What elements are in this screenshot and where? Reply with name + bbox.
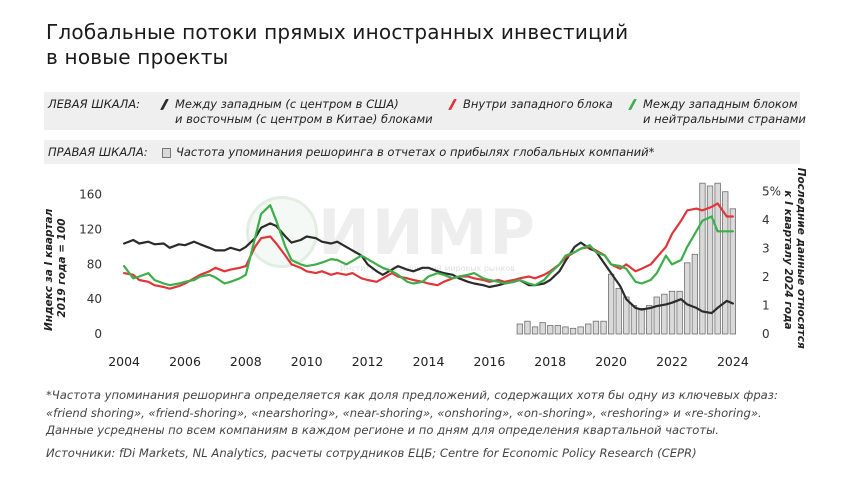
reshoring-bar-22 <box>684 262 691 335</box>
reshoring-bar-6 <box>562 326 569 335</box>
x-tick-2004: 2004 <box>108 354 140 369</box>
lines-layer <box>123 202 734 315</box>
y-axis-right-label: Последние данные относятся к I кварталу … <box>782 168 807 353</box>
reshoring-bar-23 <box>691 253 698 335</box>
y-left-tick-160: 160 <box>79 188 102 202</box>
legend-left-band <box>44 92 800 130</box>
y-right-tick-3: 3 <box>762 242 770 256</box>
y-right-tick-4: 4 <box>762 213 770 227</box>
reshoring-bar-9 <box>585 323 592 335</box>
reshoring-bar-12 <box>608 273 615 335</box>
east-west-line <box>123 222 734 315</box>
y-axis-left-label: Индекс за I квартал 2019 года = 100 <box>43 205 68 331</box>
right-axis-ticks: 0 1 2 3 4 5% <box>762 185 781 341</box>
x-tick-2008: 2008 <box>230 354 262 369</box>
reshoring-bar-11 <box>600 320 607 335</box>
legend-intra-west-label: Внутри западного блока <box>463 97 613 111</box>
reshoring-bar-4 <box>547 325 554 335</box>
footnote-line-1: *Частота упоминания решоринга определяет… <box>46 388 778 402</box>
legend-reshoring-marker <box>162 148 171 158</box>
y-right-tick-0: 0 <box>762 327 770 341</box>
reshoring-bar-7 <box>569 327 577 335</box>
y-right-tick-1: 1 <box>762 299 770 313</box>
west-neutral-line <box>123 204 734 287</box>
reshoring-bar-0 <box>516 323 523 335</box>
x-tick-2018: 2018 <box>534 354 566 369</box>
legend-reshoring-label: Частота упоминания решоринга в отчетах о… <box>176 145 655 159</box>
reshoring-bar-15 <box>630 305 638 335</box>
reshoring-bar-24 <box>699 182 706 335</box>
x-tick-2016: 2016 <box>473 354 505 369</box>
x-tick-2014: 2014 <box>413 354 445 369</box>
reshoring-bar-21 <box>676 290 683 335</box>
reshoring-bar-3 <box>539 322 546 335</box>
bars-layer <box>516 182 736 335</box>
x-axis-ticks: 2004 2006 2008 2010 2012 2014 2016 2018 2020 2022… <box>108 354 749 369</box>
footnote: *Частота упоминания решоринга определяет… <box>46 387 836 440</box>
reshoring-bar-2 <box>531 326 539 335</box>
legend-west-neutral-line-1: Между западным блоком <box>643 97 798 111</box>
reshoring-bar-25 <box>706 185 714 335</box>
reshoring-bar-28 <box>729 208 736 335</box>
reshoring-bar-19 <box>661 293 668 335</box>
reshoring-bar-5 <box>554 325 561 335</box>
left-axis-ticks: 0 40 80 120 160 <box>79 188 102 341</box>
legend-east-west-line-2: и восточным (с центром в Китае) блоками <box>175 112 433 126</box>
x-tick-2020: 2020 <box>595 354 627 369</box>
reshoring-bar-16 <box>638 307 645 335</box>
reshoring-bar-27 <box>722 191 729 335</box>
title-line-2: в новые проекты <box>46 45 229 69</box>
reshoring-bar-26 <box>714 182 721 335</box>
legend-east-west-line-1: Между западным (с центром в США) <box>175 97 399 111</box>
reshoring-bar-10 <box>592 320 600 335</box>
reshoring-bar-1 <box>524 320 531 335</box>
reshoring-bar-18 <box>653 296 660 335</box>
reshoring-bar-8 <box>577 326 584 335</box>
title-line-1: Глобальные потоки прямых иностранных инв… <box>46 20 629 44</box>
x-tick-2010: 2010 <box>291 354 323 369</box>
y-left-tick-120: 120 <box>79 223 102 237</box>
reshoring-bar-20 <box>668 290 676 335</box>
y-left-tick-40: 40 <box>87 292 102 306</box>
intra-west-line <box>123 202 734 290</box>
x-tick-2022: 2022 <box>656 354 688 369</box>
watermark: ИИМР <box>318 196 537 269</box>
chart-title: Глобальные потоки прямых иностранных инв… <box>46 20 806 70</box>
footnote-line-2: «friend shoring», «friend-shoring», «nea… <box>46 405 762 420</box>
footnote-line-3: Данные усреднены по всем компаниям в каж… <box>46 423 719 437</box>
y-right-tick-2: 2 <box>762 270 770 284</box>
reshoring-bar-17 <box>646 305 653 335</box>
legend-west-neutral-line-2: и нейтральными странами <box>643 112 806 126</box>
reshoring-bar-13 <box>615 288 622 335</box>
y-right-tick-5: 5% <box>762 185 781 199</box>
y-left-tick-0: 0 <box>94 327 102 341</box>
legend-left-scale-label: ЛЕВАЯ ШКАЛА: <box>48 97 141 111</box>
source-note: Источники: fDi Markets, NL Analytics, ра… <box>46 446 697 460</box>
x-tick-2006: 2006 <box>169 354 201 369</box>
x-tick-2024: 2024 <box>717 354 749 369</box>
x-tick-2012: 2012 <box>352 354 384 369</box>
y-left-tick-80: 80 <box>87 257 102 271</box>
legend-right-scale-label: ПРАВАЯ ШКАЛА: <box>48 145 148 159</box>
